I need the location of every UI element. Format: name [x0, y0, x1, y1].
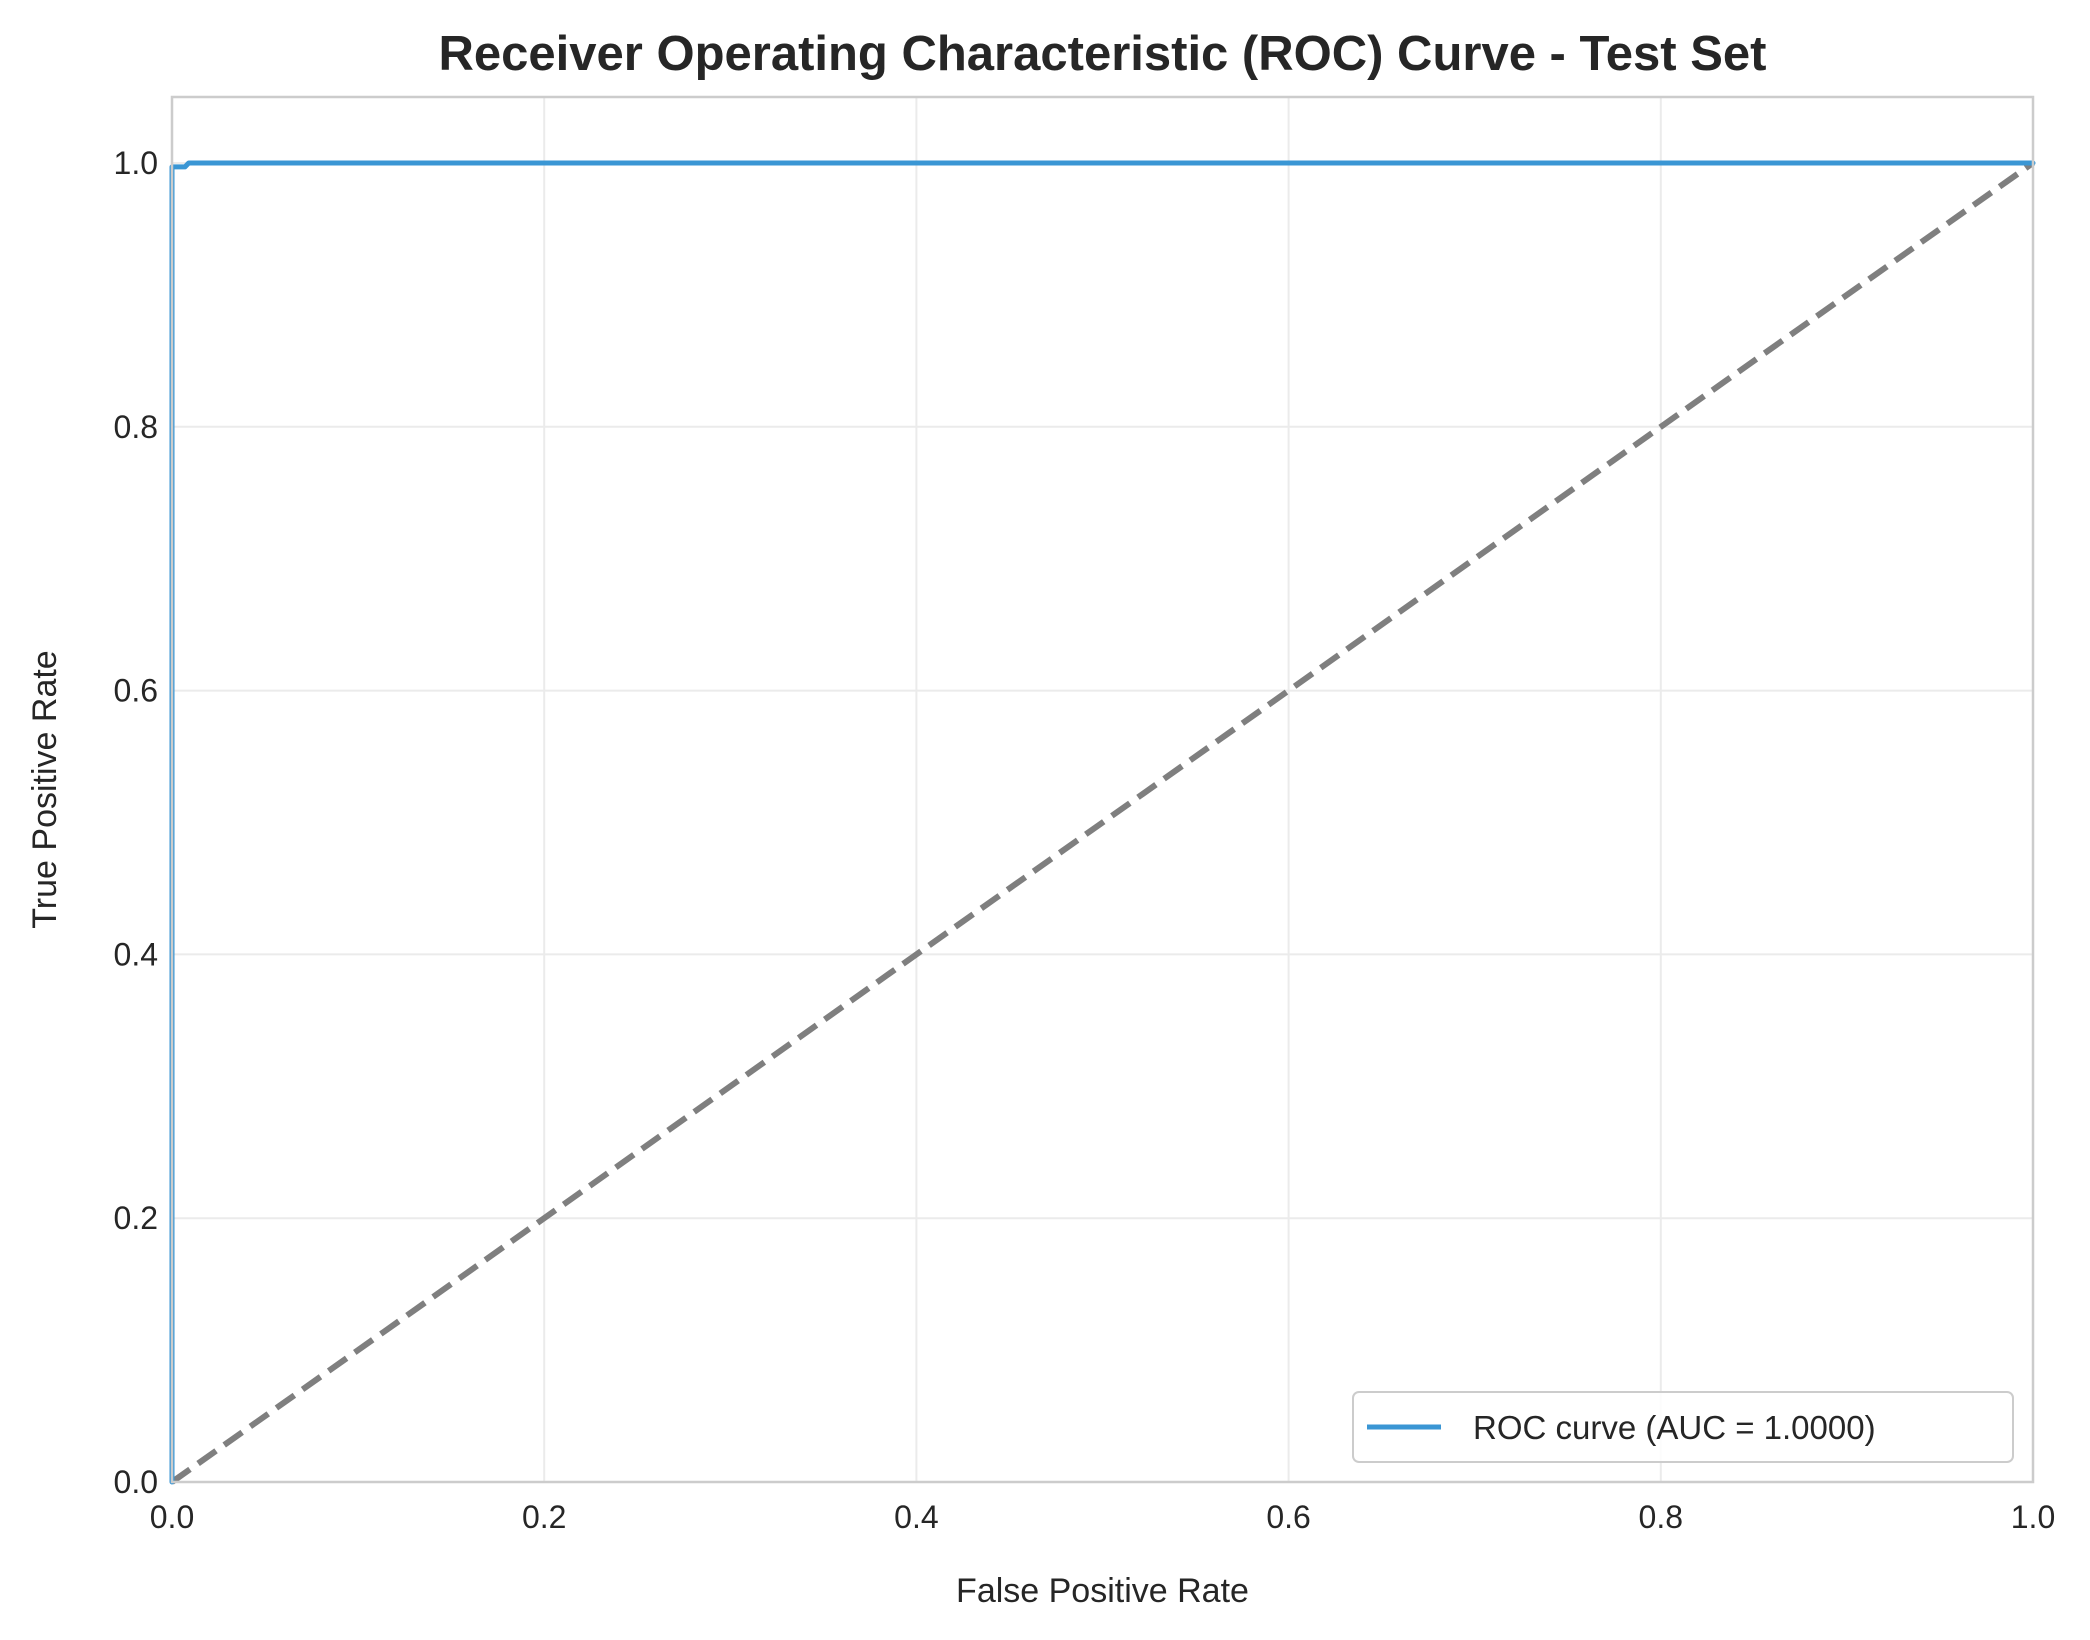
tick-labels: 0.0 0.2 0.4 0.6 0.8 1.0 0.0 0.2 0.4 0.6 0.8 1.0 [114, 145, 2056, 1535]
x-tick-label: 0.2 [522, 1499, 566, 1535]
x-axis-label: False Positive Rate [956, 1572, 1249, 1610]
y-tick-label: 0.2 [114, 1200, 158, 1236]
plot-frame [170, 95, 2035, 1484]
legend: ROC curve (AUC = 1.0000) [1352, 1391, 2014, 1463]
x-tick-label: 0.6 [1266, 1499, 1310, 1535]
y-tick-label: 1.0 [114, 145, 158, 181]
y-axis-label: True Positive Rate [26, 650, 64, 928]
random-classifier-line [170, 160, 2035, 1485]
y-tick-label: 0.6 [114, 673, 158, 709]
x-tick-label: 1.0 [2011, 1499, 2055, 1535]
legend-box [1352, 1391, 2014, 1463]
x-tick-label: 0.8 [1639, 1499, 1683, 1535]
chart-title: Receiver Operating Characteristic (ROC) … [439, 27, 1767, 81]
x-tick-label: 0.4 [894, 1499, 938, 1535]
y-tick-label: 0.8 [114, 409, 158, 445]
y-tick-label: 0.4 [114, 936, 158, 972]
legend-label: ROC curve (AUC = 1.0000) [1473, 1409, 1876, 1446]
x-tick-label: 0.0 [150, 1499, 194, 1535]
y-tick-label: 0.0 [114, 1464, 158, 1500]
